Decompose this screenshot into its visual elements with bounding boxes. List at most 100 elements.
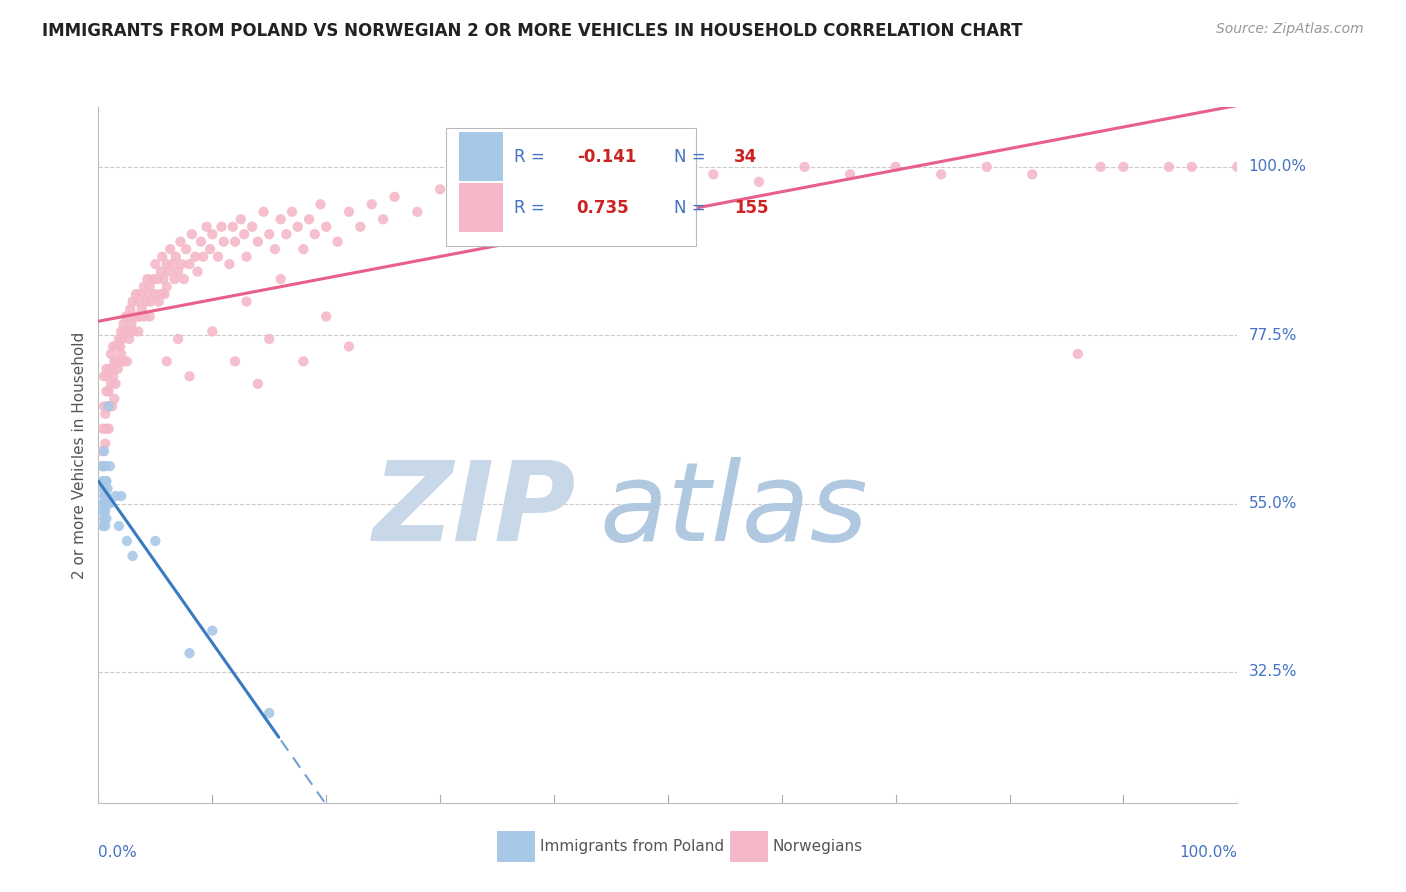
Point <box>190 235 212 249</box>
Point <box>167 332 190 346</box>
Point <box>224 354 246 368</box>
Point <box>93 399 115 413</box>
Point <box>292 242 315 256</box>
Point <box>127 310 149 324</box>
Point <box>174 242 197 256</box>
Point <box>139 294 162 309</box>
Point <box>120 317 142 331</box>
Point <box>1090 160 1112 174</box>
FancyBboxPatch shape <box>498 830 534 862</box>
Point <box>96 399 118 413</box>
Point <box>315 219 337 234</box>
Point <box>91 519 114 533</box>
Point <box>793 160 815 174</box>
Point <box>152 272 174 286</box>
Point <box>103 369 125 384</box>
Point <box>156 257 179 271</box>
Point <box>100 376 122 391</box>
Point <box>93 459 115 474</box>
Point <box>104 376 127 391</box>
Point <box>145 257 167 271</box>
Point <box>218 257 240 271</box>
Point <box>96 489 118 503</box>
Text: 0.735: 0.735 <box>576 199 630 217</box>
Point <box>209 219 232 234</box>
Point <box>976 160 998 174</box>
Point <box>180 227 202 242</box>
Point <box>201 624 224 638</box>
Point <box>337 204 360 219</box>
Point <box>165 250 187 264</box>
Point <box>229 212 252 227</box>
Point <box>112 317 135 331</box>
Point <box>384 190 406 204</box>
Point <box>1021 167 1043 181</box>
Point <box>224 235 246 249</box>
Point <box>117 310 139 324</box>
Point <box>157 265 180 279</box>
Point <box>150 287 173 301</box>
Point <box>326 235 349 249</box>
Point <box>98 497 121 511</box>
Point <box>184 250 207 264</box>
Point <box>94 519 117 533</box>
Point <box>145 287 167 301</box>
Point <box>145 533 167 548</box>
Point <box>127 325 149 339</box>
Point <box>97 399 120 413</box>
Point <box>929 167 952 181</box>
Point <box>292 354 315 368</box>
Point <box>186 265 208 279</box>
Point <box>162 257 184 271</box>
Point <box>406 204 429 219</box>
Point <box>121 549 143 563</box>
Text: atlas: atlas <box>599 457 868 564</box>
Point <box>150 250 173 264</box>
Point <box>212 235 235 249</box>
Point <box>96 384 118 399</box>
Point <box>93 489 115 503</box>
Point <box>96 497 118 511</box>
Point <box>657 182 679 196</box>
Text: -0.141: -0.141 <box>576 148 636 166</box>
Point <box>120 301 142 316</box>
Point <box>91 474 114 488</box>
Point <box>179 646 201 660</box>
Point <box>240 219 263 234</box>
Point <box>90 459 112 474</box>
Point <box>298 212 321 227</box>
Point <box>127 294 149 309</box>
Text: R =: R = <box>515 148 550 166</box>
Point <box>360 197 382 211</box>
Point <box>96 474 118 488</box>
Point <box>98 399 121 413</box>
Text: Norwegians: Norwegians <box>773 839 863 855</box>
Point <box>91 497 114 511</box>
Point <box>96 422 118 436</box>
Point <box>98 459 121 474</box>
Point <box>93 497 115 511</box>
Text: 0.0%: 0.0% <box>98 845 138 860</box>
Point <box>235 250 257 264</box>
Point <box>91 504 114 518</box>
Point <box>93 369 115 384</box>
Point <box>118 332 141 346</box>
Point <box>884 160 907 174</box>
Point <box>96 369 118 384</box>
Point <box>138 310 160 324</box>
Point <box>259 706 281 720</box>
Point <box>702 167 724 181</box>
Point <box>135 294 157 309</box>
Point <box>207 250 229 264</box>
Point <box>264 242 287 256</box>
Point <box>97 384 120 399</box>
Point <box>198 242 221 256</box>
Point <box>170 257 193 271</box>
Point <box>349 219 371 234</box>
FancyBboxPatch shape <box>460 183 503 232</box>
Point <box>281 204 304 219</box>
Point <box>159 242 181 256</box>
Text: 100.0%: 100.0% <box>1180 845 1237 860</box>
Point <box>1067 347 1090 361</box>
Point <box>114 310 136 324</box>
